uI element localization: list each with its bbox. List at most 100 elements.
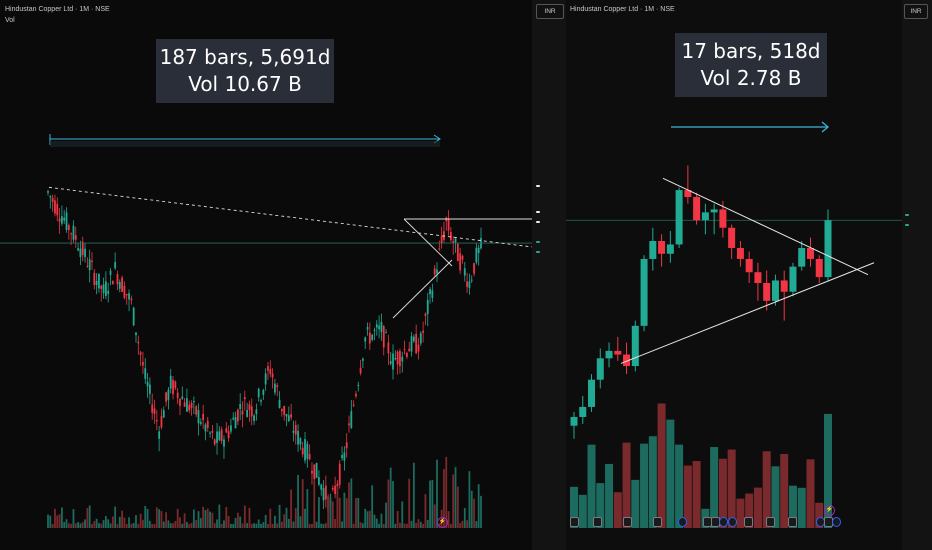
- left-candle-body: [135, 332, 137, 336]
- left-volume-bar: [65, 519, 68, 528]
- left-volume-bar: [155, 507, 158, 528]
- left-candle-body: [206, 420, 209, 428]
- left-candle-body: [306, 443, 309, 459]
- left-volume-bar: [246, 523, 249, 528]
- left-candle-body: [137, 341, 140, 344]
- left-candle-body: [230, 425, 232, 432]
- left-volume-bar: [153, 523, 156, 528]
- left-currency-badge[interactable]: INR: [536, 4, 564, 19]
- left-volume-bar: [403, 523, 406, 528]
- left-price-tag: [536, 211, 540, 213]
- left-volume-bar: [79, 523, 82, 528]
- left-candle-body: [72, 225, 75, 240]
- left-volume-bar: [220, 523, 223, 528]
- left-candle-body: [318, 477, 320, 485]
- left-volume-bar: [63, 522, 66, 528]
- right-price-axis[interactable]: INR: [902, 0, 932, 550]
- left-candle-body: [130, 298, 133, 301]
- left-candle-body: [246, 410, 249, 417]
- left-candle-body: [54, 200, 56, 214]
- left-candle-body: [422, 330, 425, 333]
- left-candle-body: [100, 285, 103, 289]
- right-candle-body: [701, 212, 709, 221]
- left-volume-bar: [257, 519, 260, 528]
- left-candle-body: [77, 248, 80, 251]
- right-volume-bar: [762, 451, 771, 528]
- right-measure-annotation: 17 bars, 518d Vol 2.78 B: [675, 33, 827, 97]
- left-candle-body: [311, 470, 313, 474]
- left-price-tag: [536, 221, 540, 223]
- left-price-tag: [536, 251, 540, 253]
- left-volume-bar: [88, 505, 91, 528]
- left-volume-bar: [380, 513, 383, 528]
- left-volume-bar: [463, 507, 466, 528]
- left-volume-bar: [459, 523, 462, 528]
- right-volume-bar: [605, 463, 614, 528]
- right-candle-body: [614, 350, 622, 355]
- right-volume-bar: [622, 442, 631, 528]
- left-volume-bar: [67, 523, 70, 528]
- left-volume-bar: [338, 497, 341, 528]
- left-triangle-upper: [403, 218, 453, 267]
- left-volume-bar: [58, 514, 61, 528]
- left-volume-bar: [56, 515, 59, 528]
- left-candle-body: [232, 417, 235, 420]
- left-price-axis[interactable]: INR: [532, 0, 566, 550]
- left-volume-bar: [461, 520, 464, 528]
- left-candle-body: [181, 396, 184, 399]
- left-volume-bar: [54, 508, 56, 528]
- left-chart-pane[interactable]: Hindustan Copper Ltd · 1M · NSE Vol 187 …: [0, 0, 532, 550]
- right-candle-body: [658, 240, 666, 254]
- right-volume-bar: [692, 461, 701, 528]
- right-volume-bar: [745, 493, 754, 528]
- left-candle-body: [290, 414, 293, 418]
- left-candle-body: [334, 485, 337, 495]
- left-candle-body: [197, 410, 200, 424]
- left-volume-bar: [111, 516, 114, 528]
- left-volume-bar: [241, 523, 244, 528]
- left-volume-bar: [392, 481, 394, 528]
- left-candle-body: [142, 361, 144, 366]
- left-volume-bar: [468, 471, 471, 528]
- left-annotation-volume: Vol 10.67 B: [188, 72, 302, 96]
- right-candle-body: [631, 325, 639, 367]
- left-volume-bar: [104, 516, 107, 528]
- right-currency-badge[interactable]: INR: [904, 4, 928, 19]
- left-candle-body: [123, 285, 126, 299]
- left-candle-body: [440, 236, 443, 244]
- left-candle-body: [234, 417, 237, 429]
- left-candle-body: [91, 260, 93, 262]
- right-candle-body: [728, 227, 736, 248]
- right-candle-body: [780, 280, 788, 292]
- left-volume-bar: [197, 511, 200, 528]
- left-volume-bar: [292, 521, 295, 528]
- right-volume-bar: [657, 403, 666, 528]
- left-volume-bar: [345, 498, 348, 528]
- right-candle-body: [684, 190, 692, 198]
- left-candle-body: [81, 241, 84, 256]
- left-volume-bar: [283, 514, 286, 528]
- left-candle-body: [63, 217, 66, 221]
- left-volume-bar: [452, 474, 455, 528]
- left-candle-body: [364, 337, 367, 342]
- left-candle-body: [373, 329, 376, 331]
- left-candle-body: [357, 384, 360, 386]
- right-chart-pane[interactable]: Hindustan Copper Ltd · 1M · NSE 17 bars,…: [566, 0, 932, 550]
- left-volume-bar: [213, 523, 216, 528]
- left-volume-bar: [371, 485, 374, 528]
- left-volume-bar: [315, 521, 318, 528]
- left-candle-body: [308, 454, 311, 460]
- left-volume-bar: [336, 486, 339, 528]
- left-volume-bar: [192, 509, 195, 528]
- left-volume-bar: [264, 514, 267, 528]
- left-candle-body: [271, 373, 274, 378]
- left-volume-bar: [401, 501, 404, 528]
- left-chart-canvas[interactable]: [0, 0, 532, 550]
- right-chart-canvas[interactable]: [566, 0, 902, 550]
- right-candle-body: [693, 197, 701, 221]
- left-candle-body: [405, 353, 408, 357]
- left-candle-body: [403, 349, 406, 351]
- left-volume-bar: [98, 523, 100, 528]
- left-candle-body: [60, 216, 63, 224]
- left-volume-bar: [102, 520, 105, 528]
